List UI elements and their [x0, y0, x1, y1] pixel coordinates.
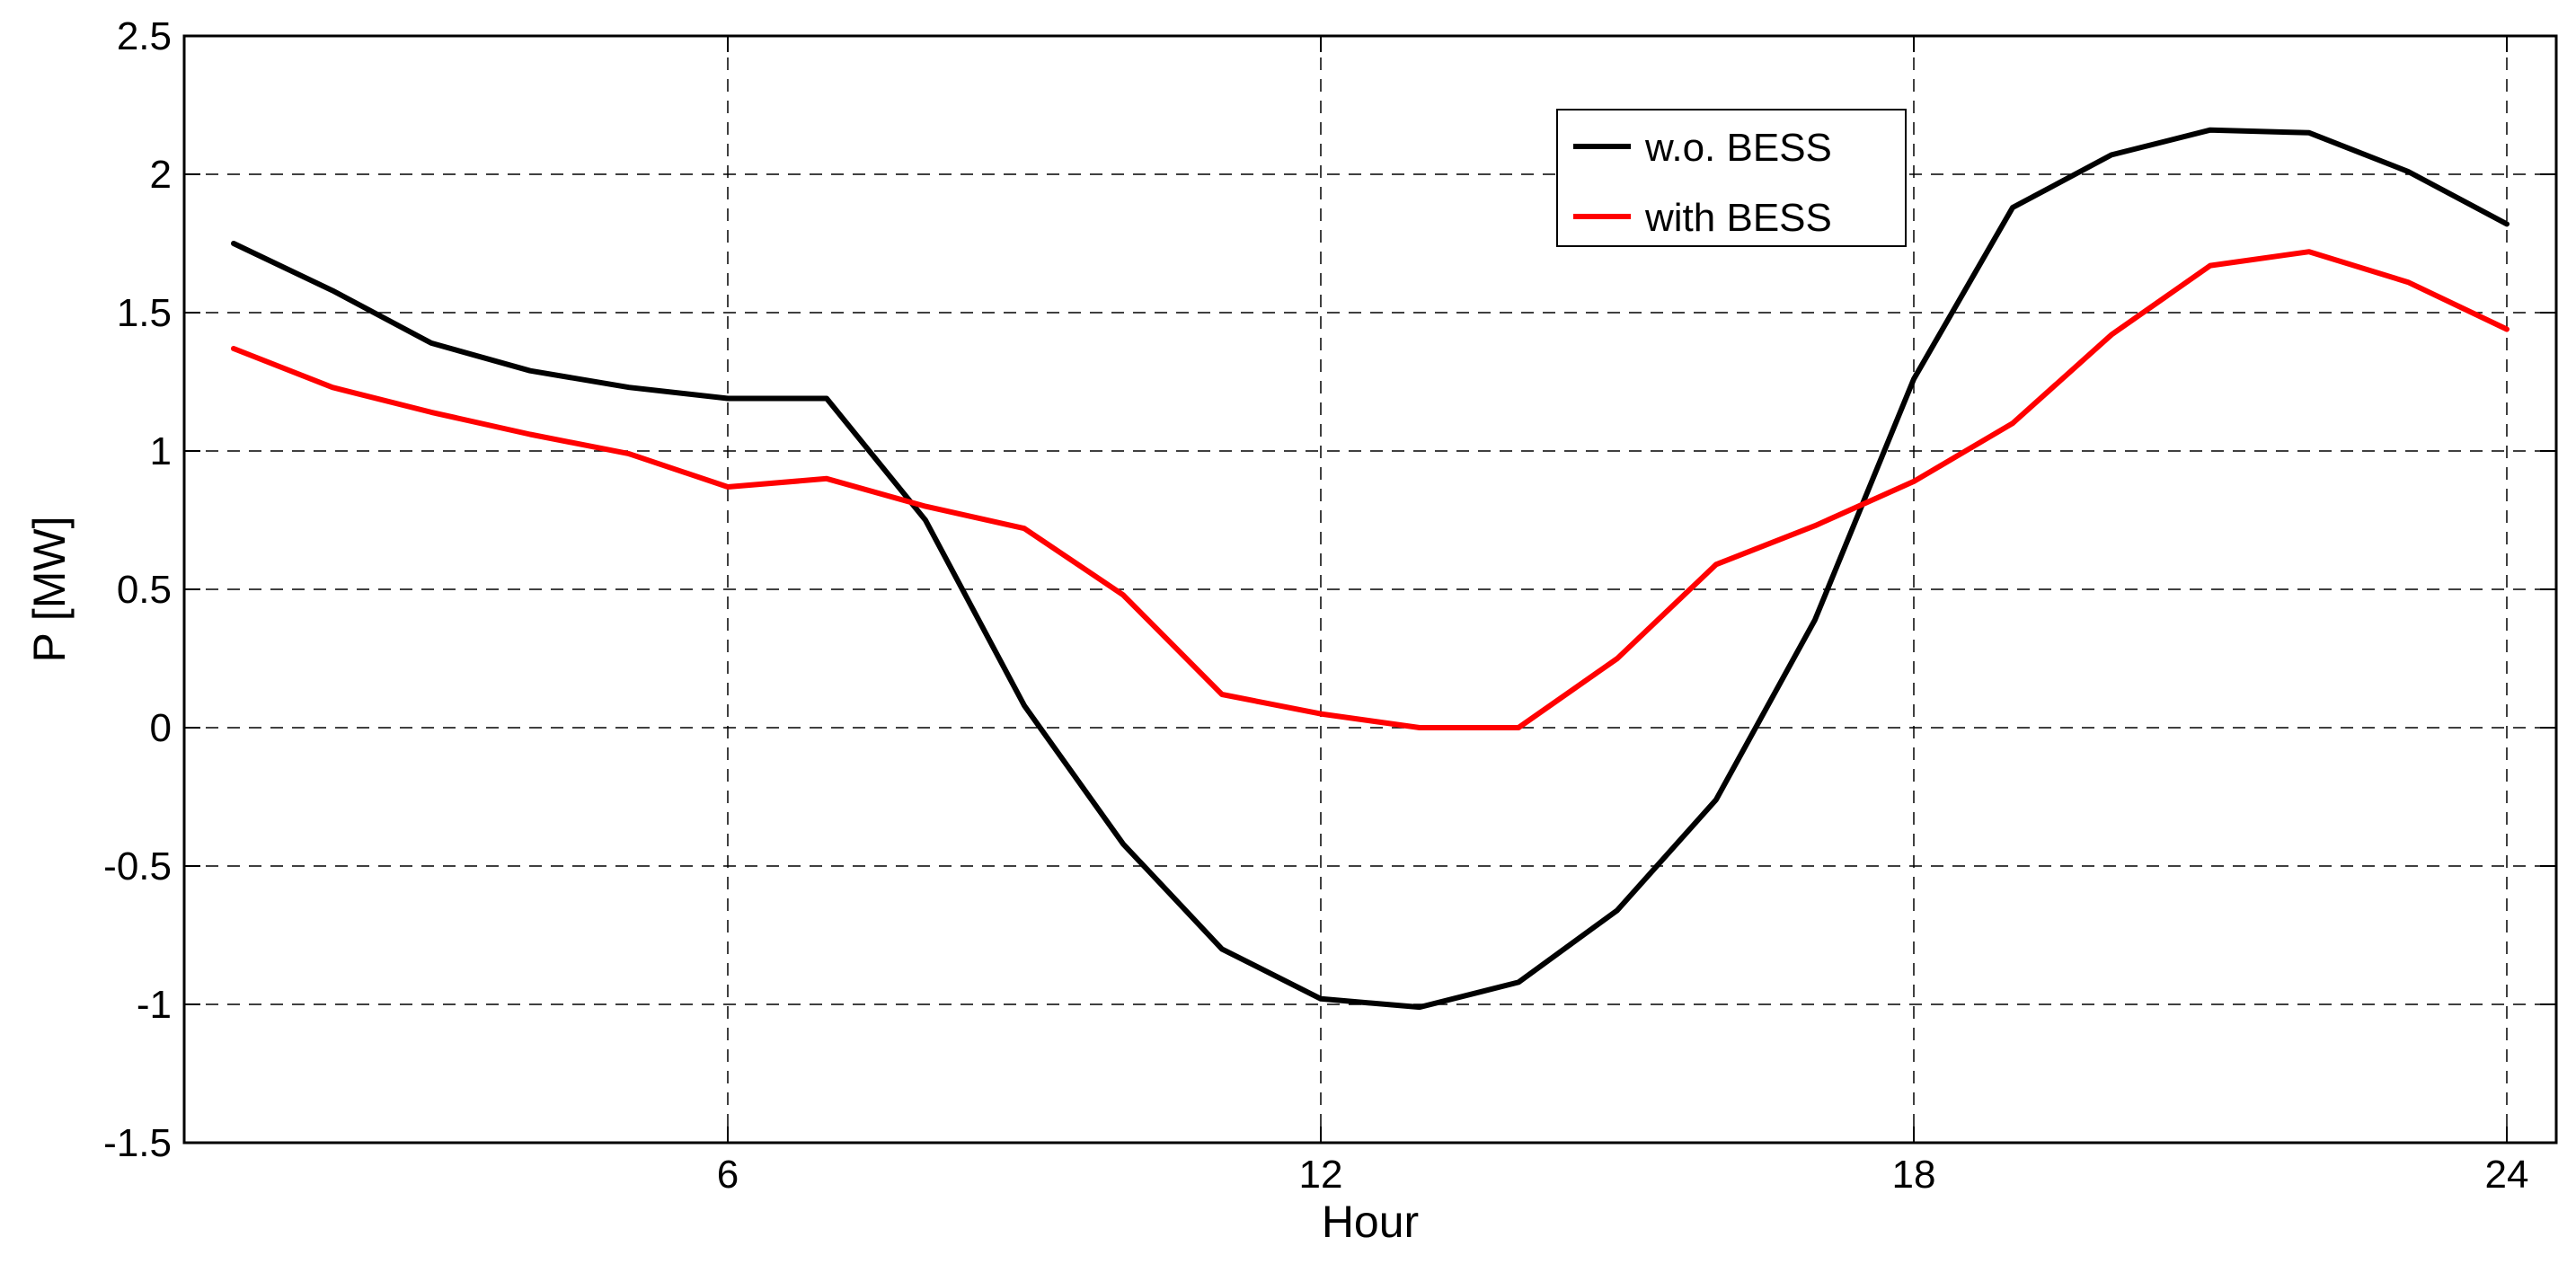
series-line-0	[231, 127, 2510, 1011]
x-tick-label: 6	[717, 1153, 739, 1197]
y-tick-label: -0.5	[103, 844, 172, 888]
y-tick-label: 1	[150, 429, 172, 473]
series-line-1	[231, 249, 2510, 730]
series-layer	[231, 127, 2510, 1011]
x-tick-label: 18	[1892, 1153, 1936, 1197]
y-tick-label: 1.5	[117, 291, 172, 335]
y-tick-label: 0	[150, 706, 172, 750]
y-tick-label: -1	[137, 983, 172, 1027]
legend-label-with-bess: with BESS	[1644, 196, 1832, 240]
ticks: -1.5 -1 -0.5 0 0.5 1 1.5 2 2.5 6 12 18 24	[103, 14, 2556, 1197]
legend-box	[1556, 109, 1907, 247]
y-tick-label: 2.5	[117, 14, 172, 58]
x-tick-label: 24	[2485, 1153, 2529, 1197]
legend: w.o. BESS with BESS	[1556, 109, 1907, 247]
y-axis-label: P [MW]	[24, 517, 75, 663]
legend-label-wo-bess: w.o. BESS	[1644, 126, 1832, 170]
y-tick-label: -1.5	[103, 1121, 172, 1165]
y-tick-label: 2	[150, 153, 172, 197]
x-axis-label: Hour	[1322, 1197, 1419, 1247]
x-tick-label: 12	[1299, 1153, 1343, 1197]
y-tick-label: 0.5	[117, 568, 172, 612]
grid	[184, 36, 2556, 1143]
